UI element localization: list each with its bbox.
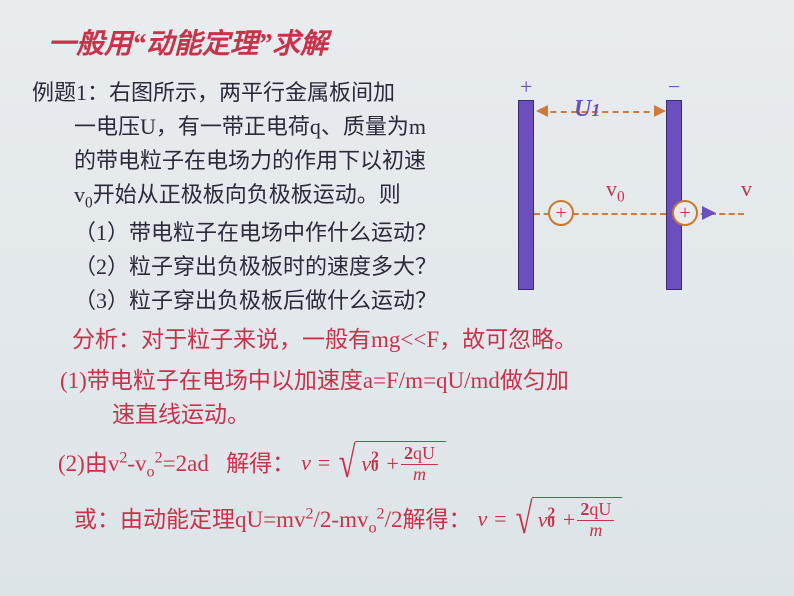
formula-1: v = √ v 2 0 + 2qU m [301,441,446,485]
f1-v: v [361,451,371,477]
page-title: 一般用“动能定理”求解 [0,0,794,62]
v-arrow-icon [702,206,716,220]
a3-eq: /2解得： [385,507,472,532]
plus-sign-icon: + [520,74,532,100]
problem-v0-sub: 0 [85,195,93,212]
circuit-diagram: + − U1 v0 + v + [476,78,756,298]
f2-veq: v = [477,506,507,532]
answer-2-row: (2)由v2-vo2=2ad 解得： v = √ v20 + 2qU m [0,433,794,485]
sqrt-icon: √ v 2 0 + 2qU m [335,441,446,485]
a3-subo: o [368,520,376,537]
problem-p2b: 开始从正极板向负极板运动。则（1）带电粒子在电场中作什么运动？（2）粒子穿出负极… [74,182,437,312]
charge-left: + [548,200,574,226]
answer-1a: (1)带电粒子在电场中以加速度a=F/m=qU/md做匀加 [60,368,569,393]
f2-num: 2qU [577,500,614,521]
f2-plus: + [563,507,575,533]
answer-1b: 速直线运动。 [60,398,794,433]
a2-eq: =2ad 解得： [163,451,295,476]
answer-3-text: 或：由动能定理qU=mv2/2-mvo2/2解得： [74,500,471,538]
f2-fraction: 2qU m [577,500,614,541]
answer-1: (1)带电粒子在电场中以加速度a=F/m=qU/md做匀加 速直线运动。 [0,354,794,433]
left-plate [518,100,534,290]
answer-3-row: 或：由动能定理qU=mv2/2-mvo2/2解得： v = √ v20 + 2q… [0,485,794,541]
f1-den: m [410,465,429,485]
v-label: v [741,176,752,202]
v0-label: v0 [606,176,625,206]
f2-v: v [538,507,548,533]
f1-fraction: 2qU m [401,444,438,485]
a2-sup2: 2 [155,449,163,466]
arrow-left-icon [536,105,548,117]
problem-line1: 例题1：右图所示，两平行金属板间加 [32,80,395,105]
a2-mid: -v [127,451,146,476]
arrow-right-icon [654,105,666,117]
a2-subo: o [147,464,155,481]
u1-sub: 1 [591,100,600,120]
f1-numqu: qU [413,443,435,463]
answer-2-text: (2)由v2-vo2=2ad 解得： [58,444,295,482]
f1-plus: + [387,451,399,477]
charge-right: + [672,200,698,226]
f2-den: m [586,521,605,541]
analysis-line: 分析：对于粒子来说，一般有mg<<F，故可忽略。 [0,318,794,354]
f1-num: 2qU [401,444,438,465]
f1-radicand: v 2 0 + 2qU m [355,441,446,485]
analysis-label: 分析： [72,327,141,352]
minus-sign-icon: − [668,74,680,100]
u1-label: U1 [574,96,600,123]
a3-mid: /2-mv [314,507,369,532]
a3-sup2: 2 [377,505,385,522]
sqrt-icon-2: √ v 2 0 + 2qU m [512,497,623,541]
f2-num2: 2 [580,499,589,519]
f2-numqu: qU [589,499,611,519]
f2-sub0: 0 [547,514,555,532]
analysis-text: 对于粒子来说，一般有mg<<F，故可忽略。 [141,327,577,352]
a3-sup1: 2 [305,505,313,522]
f2-radicand: v 2 0 + 2qU m [532,497,623,541]
formula-2: v = √ v 2 0 + 2qU m [477,497,622,541]
v0-v: v [606,176,617,201]
a3-lhs: 或：由动能定理qU=mv [74,507,305,532]
f1-num2: 2 [404,443,413,463]
a2-lhs: (2)由v [58,451,119,476]
u1-u: U [574,96,591,122]
f1-sub0: 0 [371,458,379,476]
radical-symbol-2: √ [515,497,532,541]
right-plate [666,100,682,290]
f1-veq: v = [301,450,331,476]
problem-body: 一电压U，有一带正电荷q、质量为m的带电粒子在电场力的作用下以初速v0开始从正极… [32,110,440,318]
problem-text: 例题1：右图所示，两平行金属板间加 一电压U，有一带正电荷q、质量为m的带电粒子… [0,62,440,318]
radical-symbol: √ [339,441,356,485]
v0-sub: 0 [617,188,625,205]
